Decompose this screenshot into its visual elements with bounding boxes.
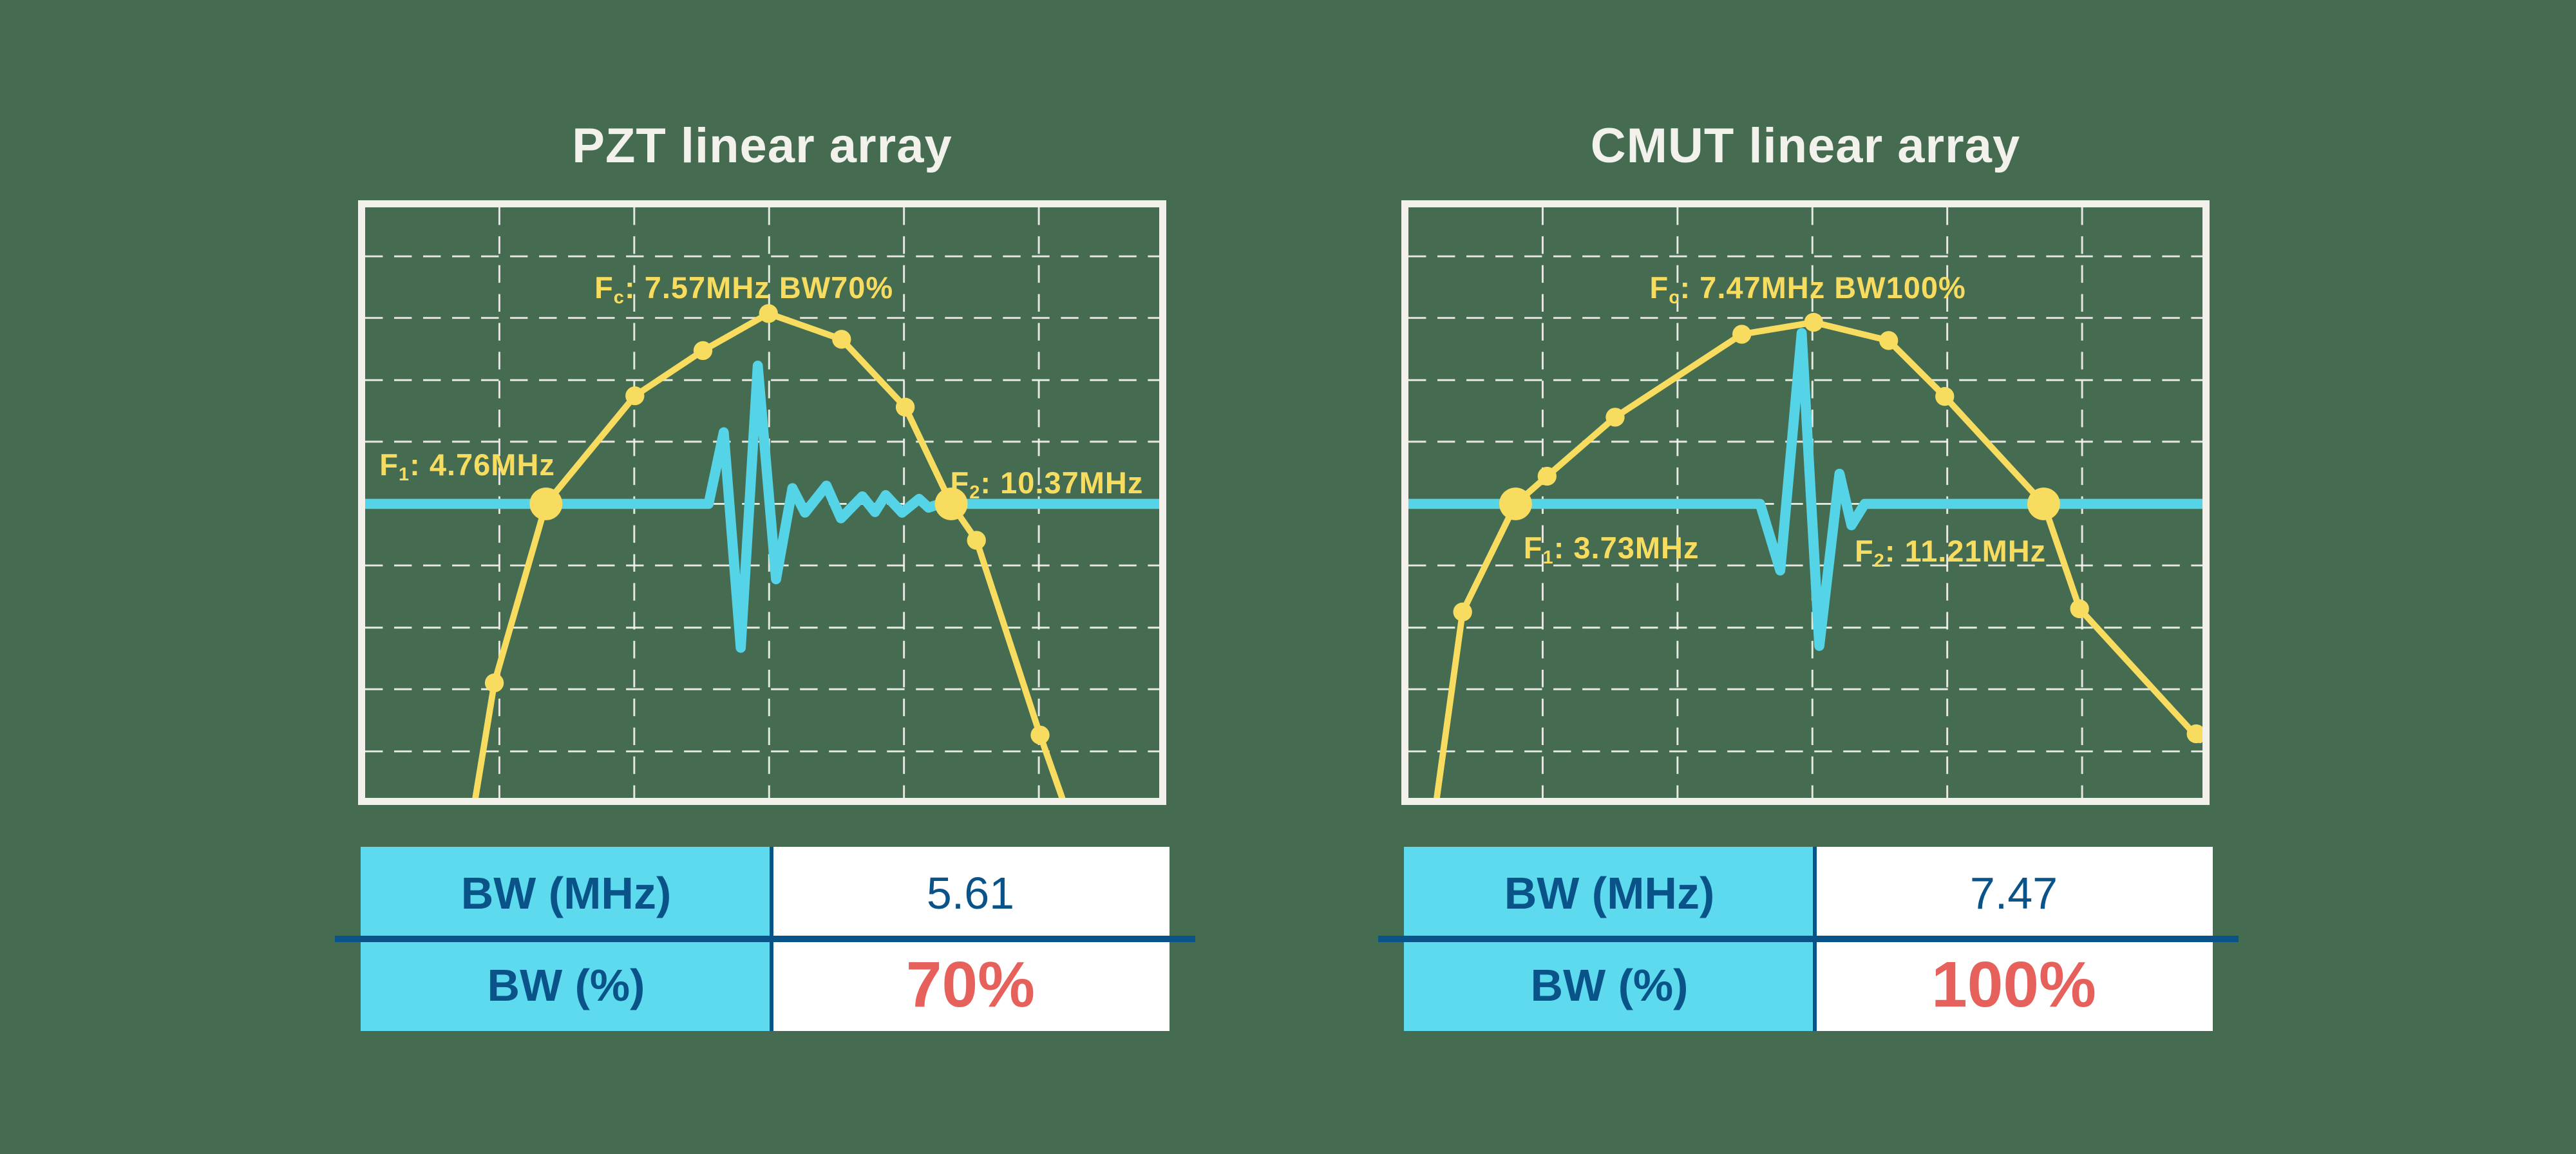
pzt-f2-annotation: F2: 10.37MHz (951, 465, 1144, 504)
fc-symbol: F (594, 270, 614, 305)
pzt-title: PZT linear array (572, 118, 952, 173)
table-column-divider (770, 847, 773, 1031)
f2-symbol: F (950, 465, 970, 500)
f1-subscript: 1 (398, 464, 410, 486)
f1-value-text: : 3.73MHz (1553, 530, 1700, 565)
table-row: BW (MHz) 7.47 (1404, 847, 2213, 939)
pzt-fc-annotation: Fc: 7.57MHz BW70% (594, 270, 893, 308)
fc-value-text: : 7.47MHz BW100% (1680, 270, 1966, 305)
pzt-chart: Fc: 7.57MHz BW70% F1: 4.76MHz F2: 10.37M… (358, 200, 1166, 805)
bw-pct-value: 70% (772, 939, 1170, 1031)
fc-value-text: : 7.57MHz BW70% (624, 270, 894, 305)
table-row-divider (1378, 936, 2239, 942)
cmut-bw-table: BW (MHz) 7.47 BW (%) 100% (1378, 847, 2239, 1031)
f1-value-text: : 4.76MHz (410, 448, 555, 482)
f1-subscript: 1 (1542, 547, 1554, 568)
cmut-f2-annotation: F2: 11.21MHz (1855, 533, 2046, 572)
cmut-fc-annotation: Fc: 7.47MHz BW100% (1650, 270, 1966, 308)
bw-pct-value: 100% (1815, 939, 2213, 1031)
bw-mhz-label: BW (MHz) (1404, 847, 1815, 939)
table-row-divider (335, 936, 1195, 942)
table-column-divider (1813, 847, 1817, 1031)
table-row: BW (%) 100% (1404, 939, 2213, 1031)
fc-subscript: c (613, 287, 625, 308)
fc-symbol: F (1649, 270, 1669, 305)
f2-subscript: 2 (1873, 551, 1885, 572)
bw-pct-label: BW (%) (361, 939, 772, 1031)
bw-mhz-value: 5.61 (772, 847, 1170, 939)
pzt-bw-table: BW (MHz) 5.61 BW (%) 70% (335, 847, 1195, 1031)
bw-mhz-label: BW (MHz) (361, 847, 772, 939)
f1-symbol: F (1523, 530, 1543, 565)
f2-symbol: F (1854, 534, 1874, 569)
pzt-plot (365, 207, 1159, 798)
f2-value-text: : 11.21MHz (1884, 534, 2047, 569)
table-row: BW (%) 70% (361, 939, 1170, 1031)
f2-subscript: 2 (969, 482, 981, 503)
bw-pct-label: BW (%) (1404, 939, 1815, 1031)
cmut-chart: Fc: 7.47MHz BW100% F1: 3.73MHz F2: 11.21… (1401, 200, 2210, 805)
f2-value-text: : 10.37MHz (980, 465, 1144, 500)
pzt-f1-annotation: F1: 4.76MHz (379, 447, 555, 486)
f1-symbol: F (379, 448, 399, 482)
cmut-plot (1408, 207, 2202, 798)
fc-subscript: c (1669, 287, 1680, 308)
cmut-title: CMUT linear array (1590, 118, 2021, 173)
table-row: BW (MHz) 5.61 (361, 847, 1170, 939)
bw-mhz-value: 7.47 (1815, 847, 2213, 939)
cmut-f1-annotation: F1: 3.73MHz (1524, 530, 1700, 569)
